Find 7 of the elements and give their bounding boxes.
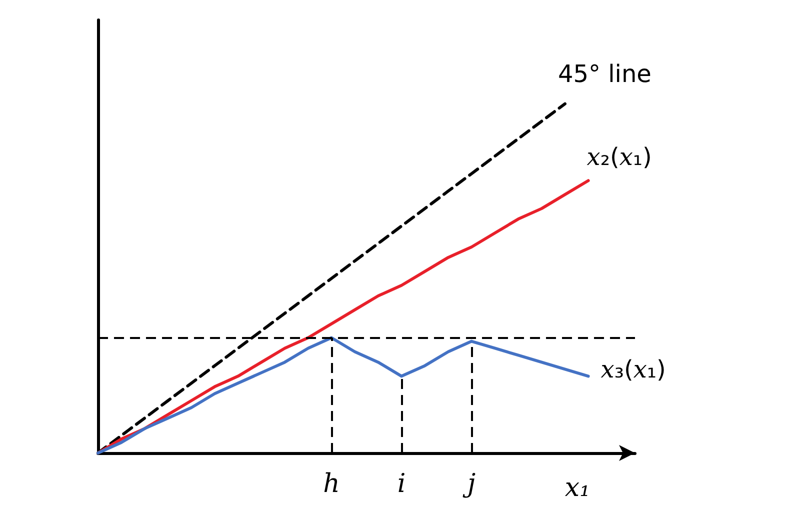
x-tick-label: j <box>462 469 476 499</box>
series-label: 45° line <box>558 60 652 88</box>
x-tick-label: i <box>397 469 406 499</box>
x-tick-label: h <box>323 469 340 499</box>
x-axis-title: x₁ <box>564 473 590 503</box>
series-label: x₂(x₁) <box>586 143 652 172</box>
series-label: x₃(x₁) <box>600 356 666 384</box>
